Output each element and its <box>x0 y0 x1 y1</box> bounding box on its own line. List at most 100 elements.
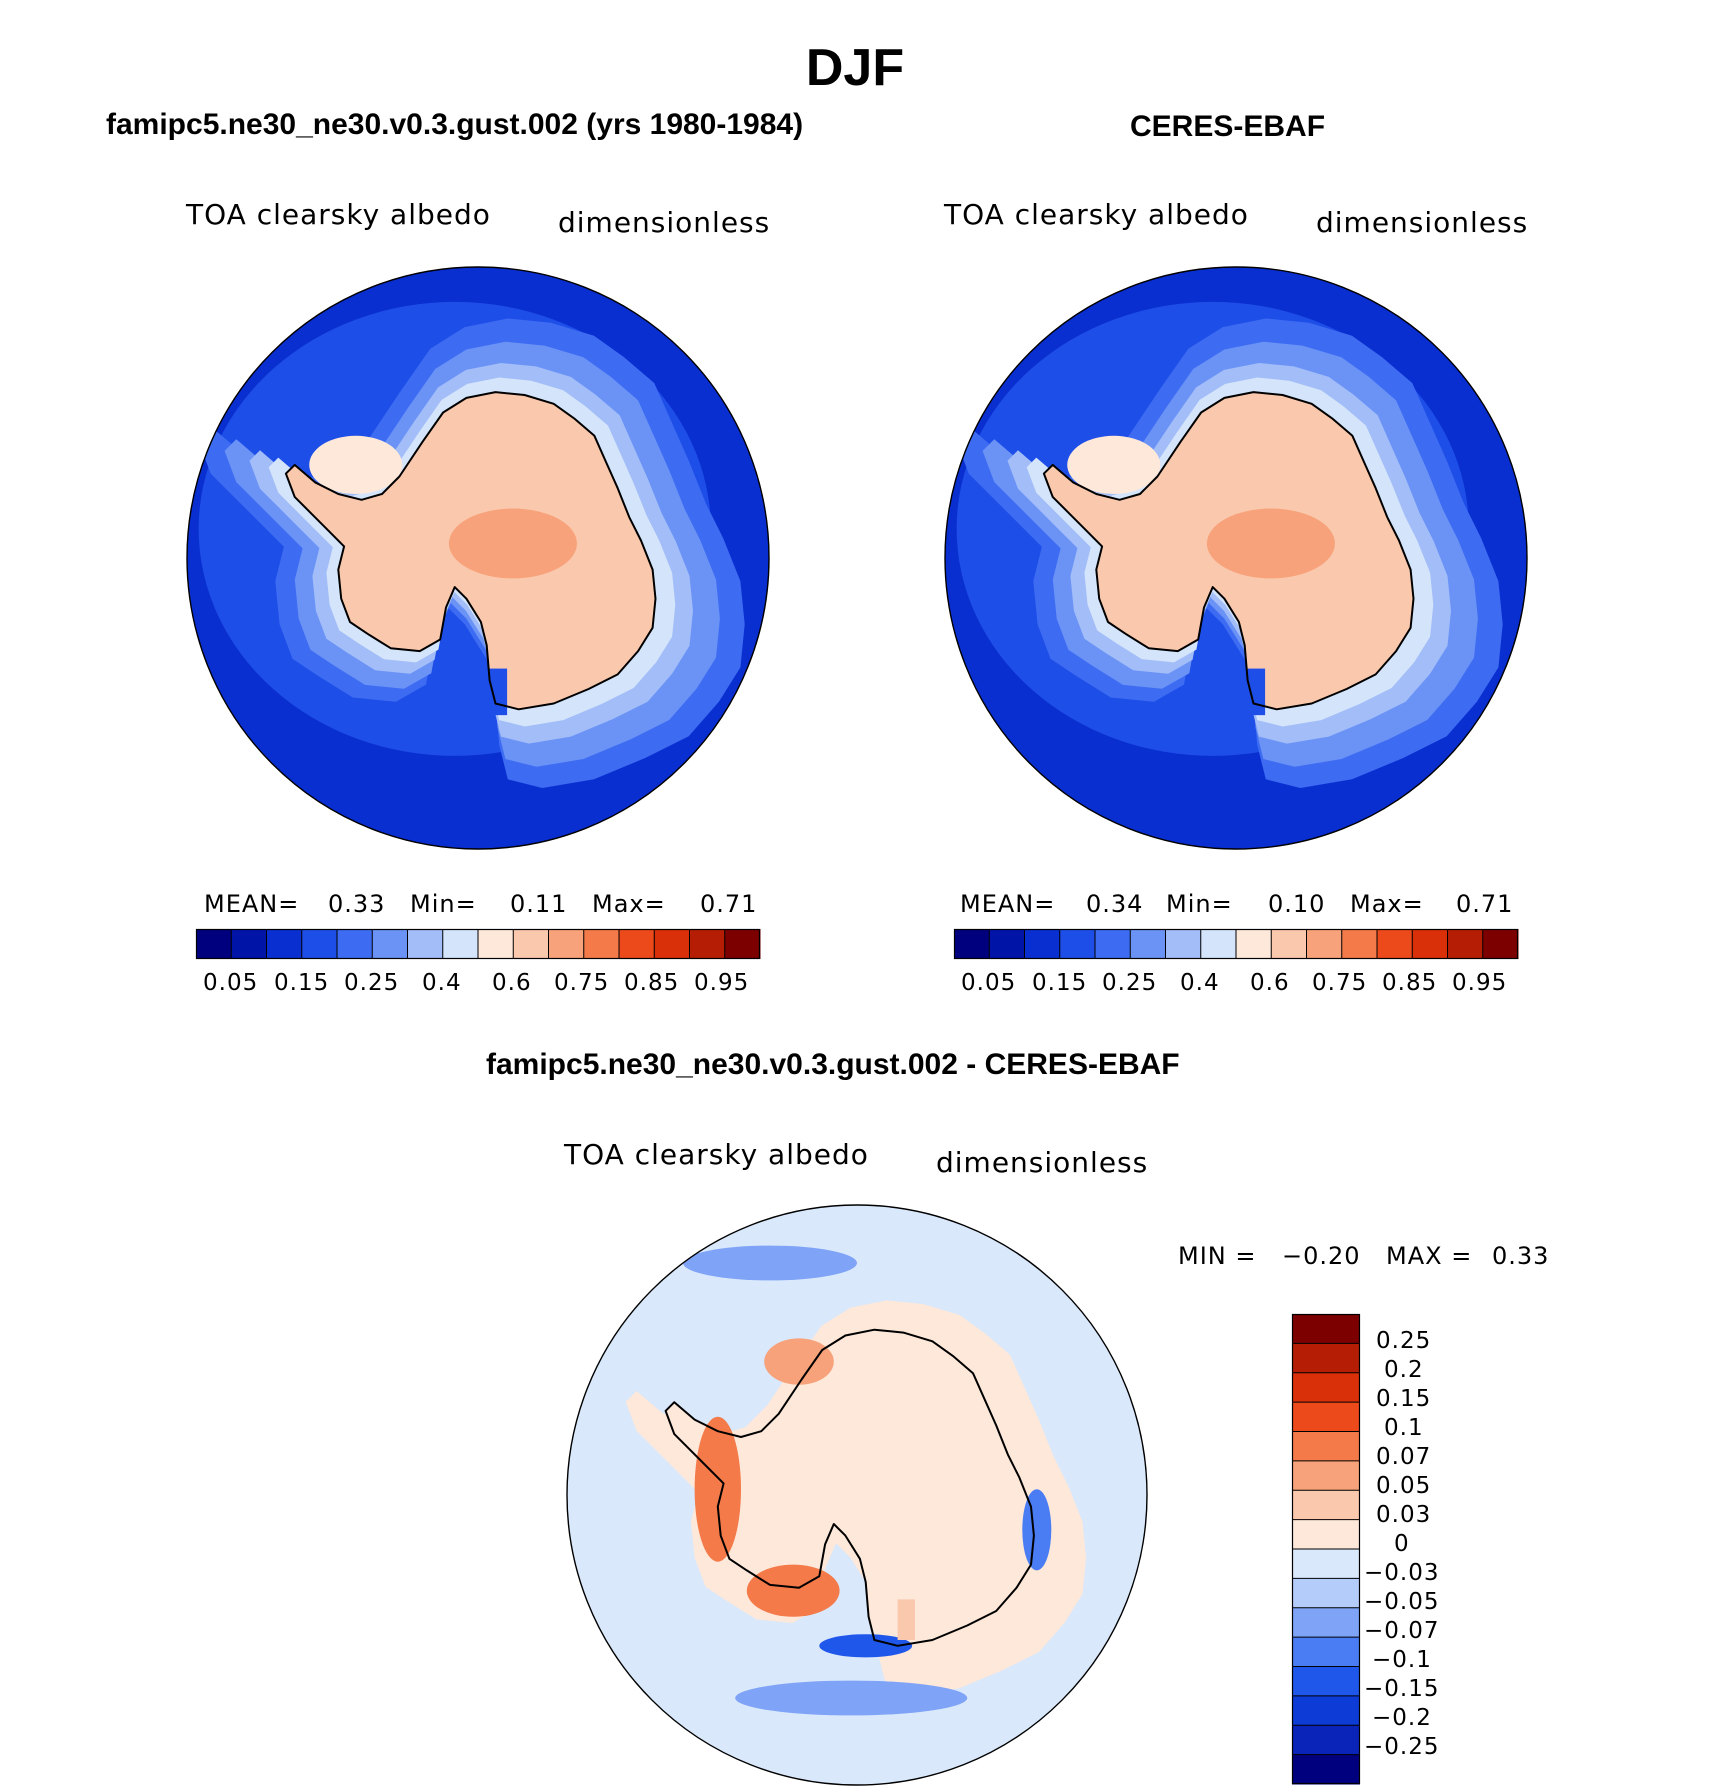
panel-obs-mean-value: 0.34 <box>1086 890 1144 918</box>
panel-model-mean-label: MEAN= <box>204 890 300 918</box>
colorbar-cell <box>1412 929 1448 959</box>
plateau-high <box>1206 508 1335 579</box>
cbar-diff-tick-9: −0.05 <box>1364 1589 1440 1615</box>
cbar-diff-tick-0: 0.25 <box>1376 1328 1432 1354</box>
weddell-positive <box>746 1564 840 1617</box>
colorbar-cell <box>954 929 990 959</box>
panel-diff-max-value: 0.33 <box>1492 1242 1550 1270</box>
panel-obs-min-label: Min= <box>1166 890 1233 918</box>
cbar-diff-tick-5: 0.05 <box>1376 1473 1432 1499</box>
cbar-model-tick-5: 0.75 <box>554 970 610 996</box>
colorbar-cell <box>583 929 620 959</box>
colorbar-cell <box>1292 1490 1360 1521</box>
map-field <box>187 267 769 849</box>
colorbar-cell <box>407 929 444 959</box>
colorbar-cell <box>442 929 479 959</box>
cbar-diff-tick-3: 0.1 <box>1384 1415 1424 1441</box>
cbar-model-tick-7: 0.95 <box>694 970 750 996</box>
colorbar-border <box>1291 1313 1361 1785</box>
cbar-model-tick-1: 0.15 <box>274 970 330 996</box>
coastline <box>1042 391 1415 711</box>
map-field <box>567 1205 1147 1785</box>
colorbar-cell <box>1271 929 1307 959</box>
cbar-obs-tick-2: 0.25 <box>1102 970 1158 996</box>
colorbar-cell <box>1024 929 1061 959</box>
cbar-diff-tick-6: 0.03 <box>1376 1502 1432 1528</box>
colorbar-cell <box>196 929 232 959</box>
cbar-diff-tick-14: −0.25 <box>1364 1734 1440 1760</box>
panel-model-mean-value: 0.33 <box>328 890 386 918</box>
plateau-high <box>448 508 577 579</box>
colorbar-cell <box>1236 929 1272 959</box>
map-border <box>944 266 1528 850</box>
panel-model-max-label: Max= <box>592 890 666 918</box>
colorbar-cell <box>548 929 585 959</box>
cbar-diff-tick-13: −0.2 <box>1372 1705 1432 1731</box>
colorbar-cell <box>1292 1549 1360 1579</box>
colorbar-cell <box>1200 929 1237 959</box>
panel-model-max-value: 0.71 <box>700 890 758 918</box>
cbar-model-tick-4: 0.6 <box>492 970 532 996</box>
cbar-diff-tick-2: 0.15 <box>1376 1386 1432 1412</box>
cbar-model-tick-2: 0.25 <box>344 970 400 996</box>
colorbar-cell <box>372 929 408 959</box>
colorbar-cell <box>1292 1754 1360 1785</box>
panel-obs-variable: TOA clearsky albedo <box>944 198 1249 231</box>
colorbar-cell <box>1447 929 1484 959</box>
cbar-diff-tick-8: −0.03 <box>1364 1560 1440 1586</box>
map-border <box>566 1204 1148 1786</box>
colorbar-cell <box>724 929 761 959</box>
negative-bias-band <box>683 1245 857 1281</box>
colorbar-cell <box>1095 929 1131 959</box>
panel-obs-min-value: 0.10 <box>1268 890 1326 918</box>
colorbar-cell <box>478 929 514 959</box>
map-diff <box>566 1204 1148 1786</box>
colorbar-cell <box>619 929 655 959</box>
map-model <box>186 266 770 850</box>
peninsula-positive <box>694 1416 741 1562</box>
colorbar-cell <box>337 929 373 959</box>
colorbar-cell <box>1292 1666 1360 1697</box>
ross-positive <box>764 1338 834 1385</box>
panel-model-min-value: 0.11 <box>510 890 568 918</box>
colorbar-cell <box>1165 929 1202 959</box>
colorbar-cell <box>1059 929 1096 959</box>
colorbar-cell <box>1292 1578 1360 1609</box>
panel-diff-units: dimensionless <box>936 1146 1149 1179</box>
cbar-obs-tick-4: 0.6 <box>1250 970 1290 996</box>
cbar-obs-tick-1: 0.15 <box>1032 970 1088 996</box>
panel-diff-min-label: MIN = <box>1178 1242 1257 1270</box>
peninsula-ice <box>1067 435 1161 494</box>
map-obs <box>944 266 1528 850</box>
positive-bias-patch <box>897 1599 915 1640</box>
colorbar-cell <box>266 929 303 959</box>
cbar-diff-tick-11: −0.1 <box>1372 1647 1432 1673</box>
colorbar-cell <box>1292 1607 1360 1638</box>
colorbar-obs <box>953 928 1519 960</box>
peninsula-ice <box>309 435 403 494</box>
panel-diff-min-value: −0.20 <box>1282 1242 1361 1270</box>
panel-obs-max-value: 0.71 <box>1456 890 1514 918</box>
colorbar-cell <box>1292 1519 1360 1550</box>
colorbar-model <box>195 928 761 960</box>
colorbar-cell <box>1482 929 1519 959</box>
colorbar-border <box>953 928 1519 960</box>
colorbar-border <box>195 928 761 960</box>
negative-bias-band <box>735 1680 968 1716</box>
colorbar-cell <box>1292 1431 1360 1462</box>
colorbar-cell <box>1292 1460 1360 1491</box>
figure-title: DJF <box>805 39 905 97</box>
colorbar-cell <box>689 929 726 959</box>
colorbar-cell <box>1292 1343 1360 1374</box>
colorbar-cell <box>1306 929 1343 959</box>
cbar-model-tick-3: 0.4 <box>422 970 462 996</box>
cbar-obs-tick-6: 0.85 <box>1382 970 1438 996</box>
panel-model-units: dimensionless <box>558 206 771 239</box>
panel-obs-mean-label: MEAN= <box>960 890 1056 918</box>
colorbar-cell <box>1341 929 1378 959</box>
colorbar-cell <box>989 929 1025 959</box>
coastline <box>664 1328 1035 1647</box>
panel-title-diff: famipc5.ne30_ne30.v0.3.gust.002 - CERES-… <box>486 1048 1180 1081</box>
panel-obs-max-label: Max= <box>1350 890 1424 918</box>
colorbar-cell <box>1292 1725 1360 1756</box>
